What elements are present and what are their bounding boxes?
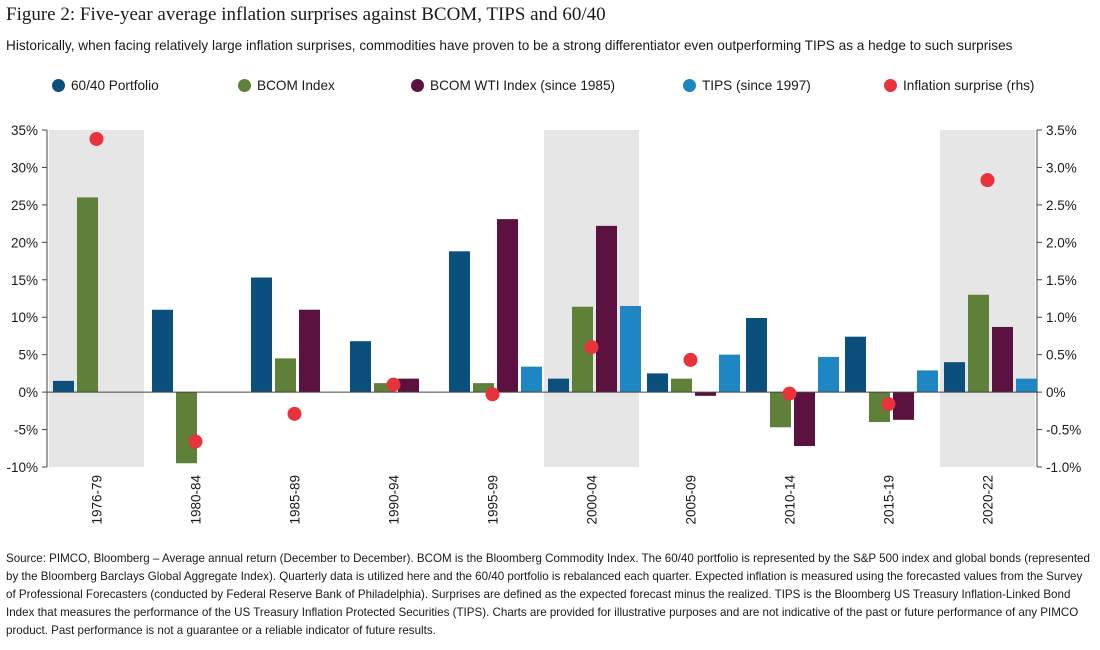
surprise-point-2020-22 — [980, 173, 995, 188]
legend-swatch-surprise — [884, 79, 897, 92]
legend-item-surprise: Inflation surprise (rhs) — [884, 78, 1034, 93]
category-label: 1990-94 — [387, 475, 402, 525]
legend: 60/40 Portfolio BCOM Index BCOM WTI Inde… — [0, 78, 1100, 100]
surprise-point-2000-04 — [584, 340, 599, 355]
category-label: 1985-89 — [288, 475, 303, 525]
bar-wti-2005-09 — [695, 392, 716, 396]
bar-bcom-2010-14 — [770, 392, 791, 428]
surprise-point-1995-99 — [485, 387, 500, 402]
legend-swatch-bcom — [238, 79, 251, 92]
bar-tips-1995-99 — [521, 366, 542, 393]
left-tick-label: -5% — [14, 423, 38, 438]
category-label: 2010-14 — [783, 475, 798, 525]
right-tick-label: 1.5% — [1046, 273, 1077, 288]
left-tick-label: 25% — [11, 198, 38, 213]
category-label: 2000-04 — [585, 475, 600, 525]
left-tick-label: 20% — [11, 235, 38, 250]
surprise-point-2015-19 — [881, 397, 896, 412]
source-note: Source: PIMCO, Bloomberg – Average annua… — [6, 552, 1090, 637]
bar-portfolio-2015-19 — [845, 336, 866, 393]
legend-swatch-tips — [683, 79, 696, 92]
left-tick-label: 10% — [11, 310, 38, 325]
legend-swatch-portfolio — [52, 79, 65, 92]
category-label: 2020-22 — [981, 475, 996, 525]
right-tick-label: -0.5% — [1046, 423, 1081, 438]
bar-portfolio-2000-04 — [548, 378, 569, 393]
left-tick-label: 0% — [18, 385, 38, 400]
right-tick-label: 1.0% — [1046, 310, 1077, 325]
bar-wti-2010-14 — [794, 392, 815, 447]
legend-label-portfolio: 60/40 Portfolio — [71, 78, 159, 93]
bar-wti-1995-99 — [497, 219, 518, 393]
bar-portfolio-1995-99 — [449, 251, 470, 393]
right-tick-label: 3.0% — [1046, 160, 1077, 175]
chart-title: Figure 2: Five-year average inflation su… — [6, 4, 606, 25]
left-tick-label: 30% — [11, 160, 38, 175]
left-tick-label: 15% — [11, 273, 38, 288]
left-tick-label: 5% — [18, 348, 38, 363]
left-tick-label: -10% — [6, 460, 38, 475]
bar-bcom-1995-99 — [473, 383, 494, 393]
legend-item-portfolio: 60/40 Portfolio — [52, 78, 159, 93]
bar-wti-1990-94 — [398, 378, 419, 393]
bar-tips-2005-09 — [719, 354, 740, 393]
legend-label-surprise: Inflation surprise (rhs) — [903, 78, 1035, 93]
bar-wti-2000-04 — [596, 225, 617, 393]
surprise-point-2010-14 — [782, 386, 797, 401]
bar-portfolio-2010-14 — [746, 317, 767, 393]
bar-tips-2020-22 — [1016, 378, 1037, 393]
category-label: 1995-99 — [486, 475, 501, 525]
legend-label-bcom: BCOM Index — [257, 78, 335, 93]
surprise-point-1976-79 — [89, 131, 104, 146]
bar-portfolio-1976-79 — [53, 380, 74, 393]
surprise-point-2005-09 — [683, 352, 698, 367]
right-tick-label: 0% — [1046, 385, 1066, 400]
bar-tips-2000-04 — [620, 305, 641, 393]
bar-tips-2010-14 — [818, 356, 839, 393]
bar-wti-1985-89 — [299, 309, 320, 393]
legend-item-tips: TIPS (since 1997) — [683, 78, 811, 93]
left-tick-label: 35% — [11, 123, 38, 138]
surprise-point-1980-84 — [188, 434, 203, 449]
bar-portfolio-1990-94 — [350, 341, 371, 393]
bar-tips-2015-19 — [917, 370, 938, 393]
legend-item-wti: BCOM WTI Index (since 1985) — [411, 78, 615, 93]
category-label: 2015-19 — [882, 475, 897, 525]
bar-bcom-1980-84 — [176, 392, 197, 464]
bar-portfolio-1985-89 — [251, 277, 272, 393]
bar-wti-2015-19 — [893, 392, 914, 420]
chart-plot: -10% -5% 0% 5% 10% 15% 20% 25% 30% 35% -1.0% -0.5% 0… — [6, 123, 1081, 525]
category-label: 2005-09 — [684, 475, 699, 525]
bar-bcom-1990-94 — [374, 383, 395, 393]
bar-bcom-1985-89 — [275, 358, 296, 393]
legend-swatch-wti — [411, 79, 424, 92]
bar-bcom-2000-04 — [572, 306, 593, 393]
surprise-point-1985-89 — [287, 406, 302, 421]
bar-bcom-2005-09 — [671, 378, 692, 393]
category-label: 1976-79 — [90, 475, 105, 525]
bar-bcom-1976-79 — [77, 197, 98, 393]
right-tick-label: 0.5% — [1046, 348, 1077, 363]
bar-wti-2020-22 — [992, 326, 1013, 393]
legend-label-tips: TIPS (since 1997) — [702, 78, 811, 93]
shade-band-2000-04 — [544, 130, 639, 467]
right-tick-label: 3.5% — [1046, 123, 1077, 138]
legend-item-bcom: BCOM Index — [238, 78, 335, 93]
bar-portfolio-2020-22 — [944, 362, 965, 393]
surprise-point-1990-94 — [386, 377, 401, 392]
right-tick-label: 2.0% — [1046, 235, 1077, 250]
bar-bcom-2020-22 — [968, 294, 989, 393]
bar-portfolio-2005-09 — [647, 373, 668, 393]
chart-subtitle: Historically, when facing relatively lar… — [6, 38, 1013, 53]
bar-portfolio-1980-84 — [152, 309, 173, 393]
right-tick-label: -1.0% — [1046, 460, 1081, 475]
category-label: 1980-84 — [189, 475, 204, 525]
right-tick-label: 2.5% — [1046, 198, 1077, 213]
legend-label-wti: BCOM WTI Index (since 1985) — [430, 78, 616, 93]
